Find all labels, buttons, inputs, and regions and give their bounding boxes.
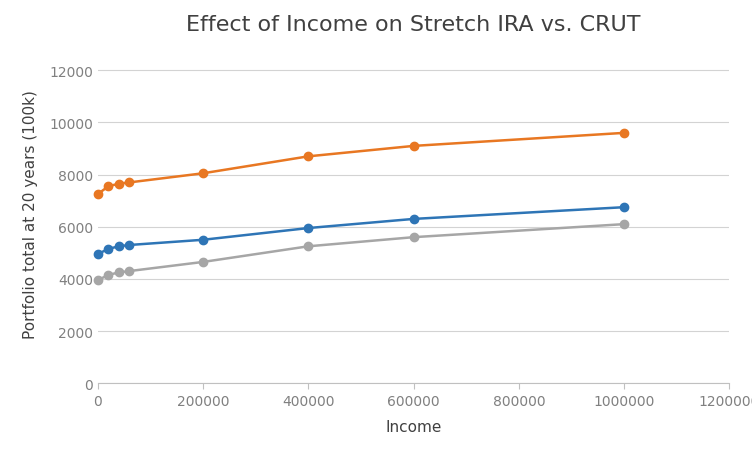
Gray: [409, 235, 418, 240]
CRUT: [304, 154, 313, 160]
Line: CRUT: CRUT: [93, 129, 629, 199]
Stretch IRA: [304, 226, 313, 231]
Stretch IRA: [104, 247, 113, 252]
CRUT: [114, 182, 123, 187]
CRUT: [125, 180, 134, 186]
Gray: [620, 222, 629, 227]
CRUT: [620, 131, 629, 136]
Title: Effect of Income on Stretch IRA vs. CRUT: Effect of Income on Stretch IRA vs. CRUT: [186, 15, 641, 35]
Stretch IRA: [93, 252, 102, 257]
Stretch IRA: [199, 238, 208, 243]
Gray: [199, 260, 208, 265]
CRUT: [409, 144, 418, 149]
Gray: [93, 278, 102, 283]
CRUT: [93, 192, 102, 198]
CRUT: [104, 184, 113, 189]
Line: Gray: Gray: [93, 221, 629, 285]
Y-axis label: Portfolio total at 20 years (100k): Portfolio total at 20 years (100k): [23, 90, 38, 338]
Gray: [114, 270, 123, 276]
Gray: [125, 269, 134, 274]
Gray: [104, 273, 113, 278]
X-axis label: Income: Income: [386, 419, 441, 434]
Line: Stretch IRA: Stretch IRA: [93, 203, 629, 259]
Stretch IRA: [125, 243, 134, 248]
CRUT: [199, 171, 208, 177]
Gray: [304, 244, 313, 249]
Stretch IRA: [114, 244, 123, 249]
Stretch IRA: [620, 205, 629, 211]
Stretch IRA: [409, 217, 418, 222]
